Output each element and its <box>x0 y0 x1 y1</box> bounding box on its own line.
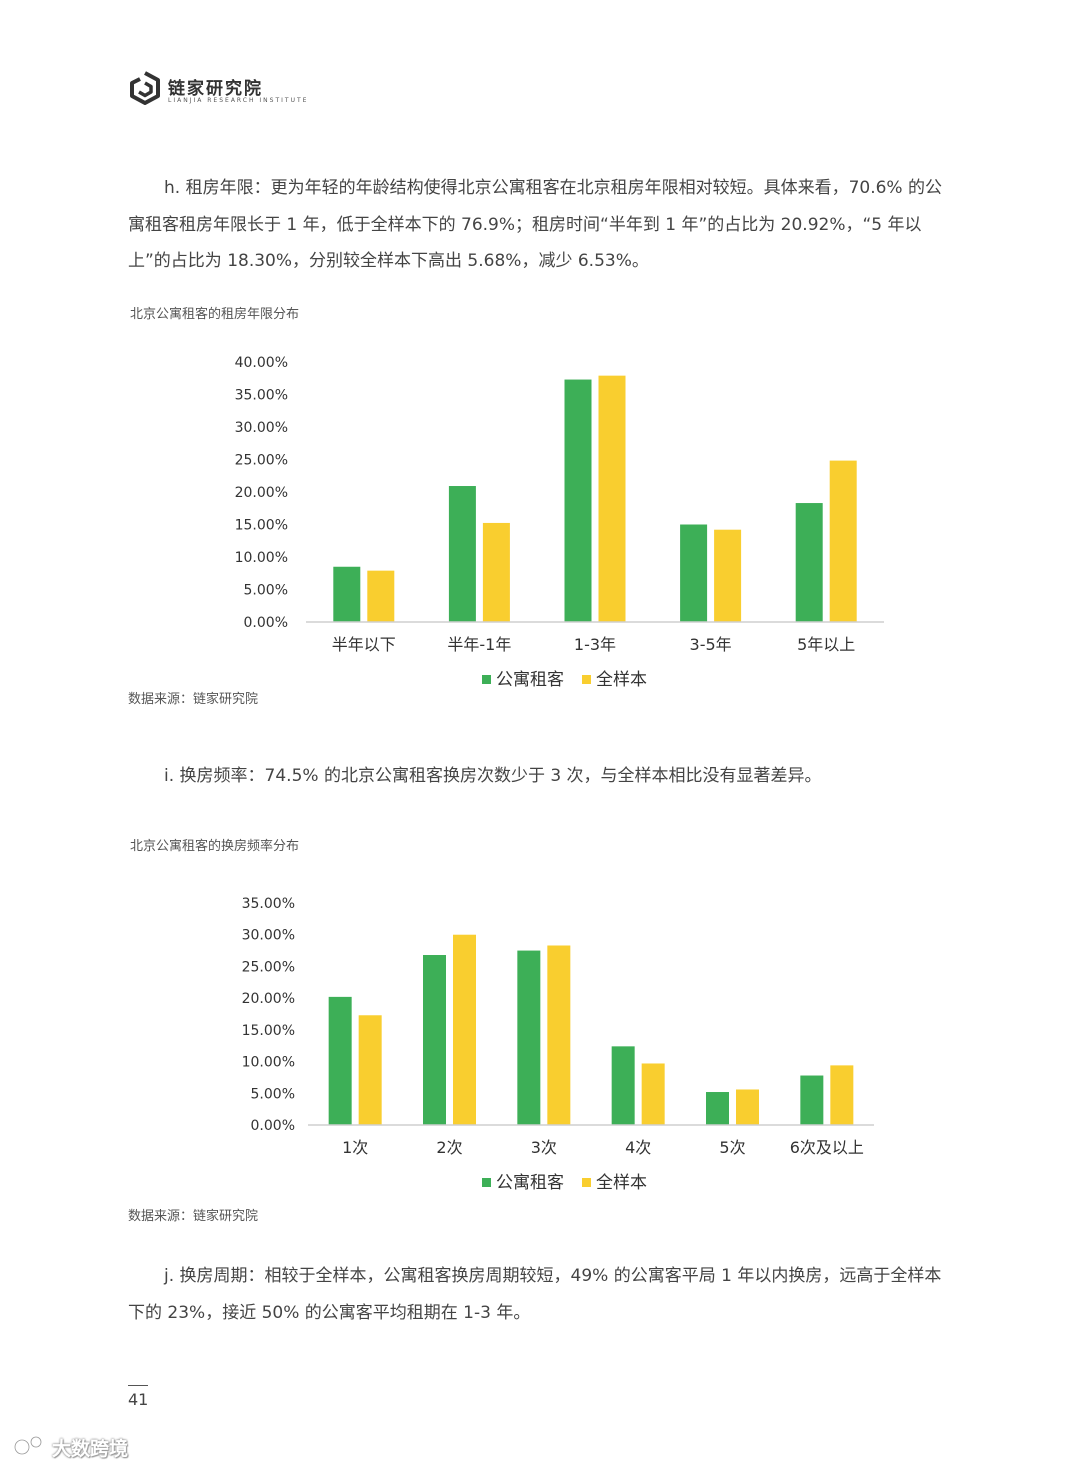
bar-all-sample <box>547 945 571 1125</box>
bar-apartment <box>564 379 592 622</box>
chart1-bar-chart: 0.00% 5.00% 10.00% 15.00% 20.00% 25.00% 30.00%… <box>235 355 884 690</box>
chart1-title: 北京公寓租客的租房年限分布 <box>130 307 300 322</box>
y-tick-label: 25.00% <box>235 453 288 469</box>
bar-apartment <box>333 566 361 622</box>
y-tick-label: 30.00% <box>235 420 288 436</box>
bar-all-sample <box>598 375 626 622</box>
section-h-paragraph: h. 租房年限：更为年轻的年龄结构使得北京公寓租客在北京租房年限相对较短。具体来… <box>128 170 954 280</box>
y-tick-label: 5.00% <box>251 1086 295 1102</box>
watermark-text: 大数跨境 <box>52 1438 129 1460</box>
bar-apartment <box>423 955 446 1125</box>
bar-apartment <box>706 1092 729 1125</box>
bar-apartment <box>328 996 352 1125</box>
legend-label: 全样本 <box>596 1173 647 1193</box>
x-category-label: 半年-1年 <box>447 635 511 654</box>
chart2-title: 北京公寓租客的换房频率分布 <box>130 839 300 854</box>
x-category-label: 1次 <box>342 1138 368 1157</box>
watermark: 大数跨境 <box>12 1432 172 1460</box>
legend-label: 公寓租客 <box>496 670 564 690</box>
y-tick-label: 15.00% <box>235 518 288 534</box>
bar-all-sample <box>482 522 510 622</box>
section-h-text: h. 租房年限：更为年轻的年龄结构使得北京公寓租客在北京租房年限相对较短。具体来… <box>128 178 942 271</box>
y-tick-label: 35.00% <box>235 388 288 404</box>
page-number-rule <box>128 1385 148 1386</box>
chart2-source: 数据来源：链家研究院 <box>128 1209 259 1224</box>
bar-all-sample <box>367 570 395 622</box>
legend-swatch <box>482 675 491 684</box>
x-category-label: 6次及以上 <box>790 1138 864 1157</box>
section-i-text: i. 换房频率：74.5% 的北京公寓租客换房次数少于 3 次，与全样本相比没有… <box>164 766 822 786</box>
y-tick-label: 40.00% <box>235 355 288 371</box>
bar-apartment <box>517 950 541 1125</box>
bar-all-sample <box>453 934 476 1125</box>
section-j-text: j. 换房周期：相较于全样本，公寓租客换房周期较短，49% 的公寓客平局 1 年… <box>128 1266 942 1323</box>
x-category-label: 3次 <box>531 1138 557 1157</box>
bar-apartment <box>680 524 708 622</box>
x-category-label: 5年以上 <box>797 635 855 654</box>
x-category-label: 5次 <box>719 1138 745 1157</box>
x-category-label: 3-5年 <box>690 635 732 654</box>
y-tick-label: 25.00% <box>242 959 295 975</box>
bar-apartment <box>795 503 823 622</box>
lianjia-logo-icon <box>130 71 160 105</box>
brand-title: 链家研究院 <box>168 79 263 99</box>
bar-all-sample <box>830 1065 854 1125</box>
y-tick-label: 15.00% <box>242 1023 295 1039</box>
x-category-label: 2次 <box>436 1138 462 1157</box>
legend-label: 公寓租客 <box>496 1173 564 1193</box>
watermark-logo-icon <box>13 1435 43 1456</box>
x-category-label: 半年以下 <box>332 635 396 654</box>
section-i-paragraph: i. 换房频率：74.5% 的北京公寓租客换房次数少于 3 次，与全样本相比没有… <box>128 758 954 795</box>
legend-swatch <box>582 675 591 684</box>
y-tick-label: 10.00% <box>242 1055 295 1071</box>
y-tick-label: 30.00% <box>242 928 295 944</box>
page-number: 41 <box>128 1390 149 1409</box>
y-tick-label: 0.00% <box>244 615 288 631</box>
legend-swatch <box>482 1178 491 1187</box>
x-category-label: 4次 <box>625 1138 651 1157</box>
bar-all-sample <box>714 529 742 622</box>
y-tick-label: 35.00% <box>242 896 295 912</box>
bar-all-sample <box>358 1015 382 1125</box>
bar-apartment <box>448 486 476 622</box>
legend-label: 全样本 <box>596 670 647 690</box>
section-j-paragraph: j. 换房周期：相较于全样本，公寓租客换房周期较短，49% 的公寓客平局 1 年… <box>128 1258 954 1331</box>
chart1-source: 数据来源：链家研究院 <box>128 692 259 707</box>
bar-all-sample <box>829 460 857 622</box>
y-tick-label: 5.00% <box>244 583 288 599</box>
bar-all-sample <box>641 1063 665 1125</box>
y-tick-label: 20.00% <box>242 991 295 1007</box>
bar-apartment <box>611 1046 635 1125</box>
brand-subtitle: LIANJIA RESEARCH INSTITUTE <box>168 97 309 104</box>
y-tick-label: 0.00% <box>251 1118 295 1134</box>
x-category-label: 1-3年 <box>574 635 616 654</box>
chart2-bar-chart: 0.00% 5.00% 10.00% 15.00% 20.00% 25.00% 30.00%… <box>242 896 874 1193</box>
legend-swatch <box>582 1178 591 1187</box>
bar-all-sample <box>736 1089 759 1125</box>
y-tick-label: 10.00% <box>235 550 288 566</box>
bar-apartment <box>800 1075 824 1125</box>
brand-logo: 链家研究院 LIANJIA RESEARCH INSTITUTE <box>128 70 428 110</box>
y-tick-label: 20.00% <box>235 485 288 501</box>
